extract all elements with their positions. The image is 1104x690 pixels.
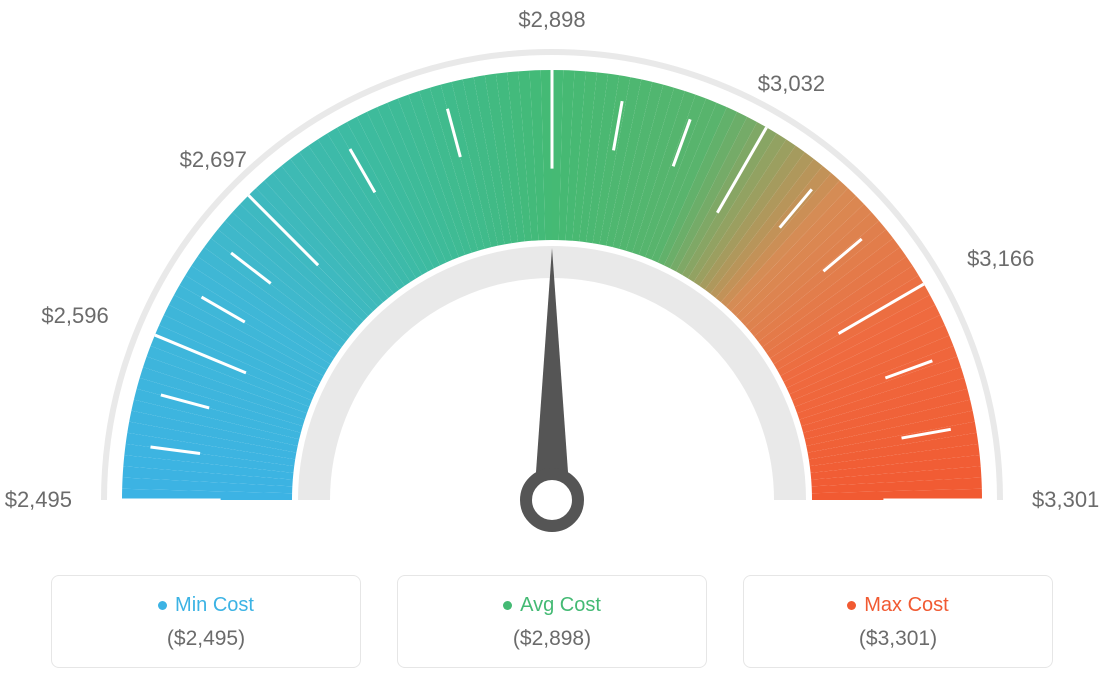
gauge-needle-hub <box>526 474 578 526</box>
gauge-scale-label: $2,697 <box>180 147 247 173</box>
gauge-scale-label: $3,032 <box>758 71 825 97</box>
legend-title-avg: Avg Cost <box>408 594 696 617</box>
gauge-svg <box>0 0 1104 560</box>
legend-title-text: Max Cost <box>864 594 948 616</box>
legend-dot-icon <box>503 601 512 610</box>
legend-title-min: Min Cost <box>62 594 350 617</box>
legend-card-min: Min Cost ($2,495) <box>51 575 361 668</box>
legend-card-max: Max Cost ($3,301) <box>743 575 1053 668</box>
legend-card-avg: Avg Cost ($2,898) <box>397 575 707 668</box>
legend-dot-icon <box>158 601 167 610</box>
legend-title-text: Min Cost <box>175 594 254 616</box>
cost-gauge-chart: $2,495 $2,596 $2,697 $2,898 $3,032 $3,166 $3,3… <box>0 0 1104 690</box>
gauge-scale-label: $3,166 <box>967 246 1034 272</box>
gauge-scale-label: $2,596 <box>41 303 108 329</box>
legend-value-max: ($3,301) <box>754 627 1042 651</box>
gauge-area: $2,495 $2,596 $2,697 $2,898 $3,032 $3,166 $3,3… <box>0 0 1104 560</box>
legend-dot-icon <box>847 601 856 610</box>
gauge-scale-label: $2,898 <box>518 7 585 33</box>
gauge-scale-label: $3,301 <box>1032 487 1099 513</box>
legend-row: Min Cost ($2,495) Avg Cost ($2,898) Max Cost… <box>50 575 1054 668</box>
gauge-needle <box>534 248 570 500</box>
legend-title-max: Max Cost <box>754 594 1042 617</box>
legend-value-avg: ($2,898) <box>408 627 696 651</box>
legend-value-min: ($2,495) <box>62 627 350 651</box>
legend-title-text: Avg Cost <box>520 594 601 616</box>
gauge-scale-label: $2,495 <box>5 487 72 513</box>
